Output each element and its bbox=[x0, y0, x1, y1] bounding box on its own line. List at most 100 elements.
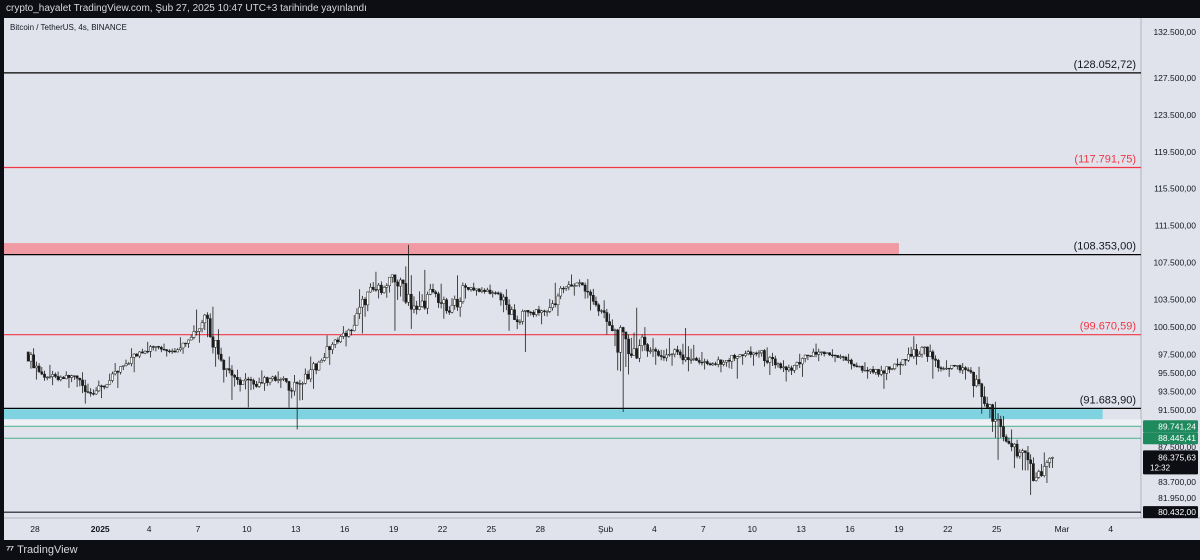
candle-body bbox=[999, 419, 1003, 427]
candle-body bbox=[735, 356, 739, 359]
candle-body bbox=[879, 370, 883, 375]
candle-body bbox=[591, 295, 595, 302]
candle-body bbox=[132, 353, 136, 358]
zones-layer bbox=[4, 243, 1141, 427]
candle-body bbox=[570, 284, 573, 287]
time-tick-label: 22 bbox=[943, 524, 953, 534]
level-label-2: (108.353,00) bbox=[1074, 241, 1136, 253]
time-tick-label: 7 bbox=[196, 524, 201, 534]
candle-body bbox=[206, 314, 209, 319]
candle-body bbox=[485, 289, 489, 292]
time-tick-label: 13 bbox=[796, 524, 806, 534]
candle-body bbox=[92, 393, 95, 395]
plot-area[interactable] bbox=[4, 18, 1141, 518]
candle-body bbox=[722, 361, 726, 365]
candle-body bbox=[456, 298, 459, 308]
candle-body bbox=[295, 382, 299, 384]
candle-body bbox=[374, 289, 378, 291]
level-label-4: (91.683,90) bbox=[1080, 394, 1136, 406]
footer-bar: ⁷⁷ TradingView bbox=[0, 540, 1200, 560]
candle-body bbox=[200, 322, 204, 330]
symbol-title: Bitcoin / TetherUS, 4s, BINANCE bbox=[10, 23, 127, 32]
candle-body bbox=[869, 369, 872, 372]
candle-body bbox=[559, 288, 563, 297]
candle-body bbox=[78, 377, 82, 381]
candle-body bbox=[958, 365, 962, 371]
price-tick-label: 81.950,00 bbox=[1158, 493, 1196, 503]
candle-body bbox=[1021, 450, 1024, 453]
candle-body bbox=[475, 288, 478, 291]
time-tick-label: 13 bbox=[291, 524, 301, 534]
price-chart[interactable]: (128.052,72) (117.791,75) (108.353,00) (99.… bbox=[0, 18, 1200, 540]
candle-body bbox=[151, 346, 155, 348]
candle-body bbox=[564, 286, 568, 289]
candle-body bbox=[184, 342, 188, 345]
candle-body bbox=[885, 366, 889, 374]
candle-body bbox=[393, 274, 397, 283]
candle-body bbox=[697, 360, 701, 363]
candle-body bbox=[404, 283, 408, 303]
candle-body bbox=[97, 385, 101, 392]
candle-body bbox=[1045, 462, 1049, 467]
candle-body bbox=[543, 310, 546, 312]
candle-body bbox=[760, 350, 764, 354]
price-tick-label: 100.500,00 bbox=[1153, 322, 1196, 332]
candle-body bbox=[423, 300, 427, 309]
time-axis[interactable] bbox=[4, 518, 1200, 540]
candle-body bbox=[377, 284, 381, 291]
price-tick-label: 83.700,00 bbox=[1158, 477, 1196, 487]
candle-body bbox=[43, 373, 46, 378]
time-tick-label: 10 bbox=[242, 524, 252, 534]
candle-body bbox=[37, 365, 41, 373]
candle-body bbox=[426, 294, 429, 309]
candle-body bbox=[1051, 457, 1054, 459]
time-tick-label: 16 bbox=[340, 524, 350, 534]
candle-body bbox=[157, 346, 160, 348]
candle-body bbox=[852, 363, 856, 367]
candle-body bbox=[545, 311, 549, 313]
candle-body bbox=[399, 279, 402, 287]
candle-body bbox=[260, 382, 264, 384]
candle-body bbox=[173, 350, 177, 353]
candle-body bbox=[385, 285, 389, 288]
time-tick-label: 19 bbox=[389, 524, 399, 534]
candle-body bbox=[1032, 463, 1035, 481]
candle-body bbox=[317, 361, 321, 371]
time-tick-label: 4 bbox=[147, 524, 152, 534]
candle-body bbox=[480, 289, 484, 292]
candle-body bbox=[159, 347, 163, 350]
time-tick-label: 25 bbox=[992, 524, 1002, 534]
candle-body bbox=[754, 352, 758, 355]
time-axis-labels: 28 2025 4 7 10 13 16 19 22 25 28 Şub 4 7 10 13 16 19 22 25 M… bbox=[30, 524, 1113, 534]
candle-body bbox=[418, 306, 421, 310]
candle-body bbox=[953, 364, 956, 367]
candle-body bbox=[904, 359, 908, 361]
candle-body bbox=[757, 352, 761, 355]
candle-body bbox=[950, 364, 954, 369]
candle-body bbox=[322, 357, 326, 361]
candle-body bbox=[695, 358, 698, 361]
candle-body bbox=[268, 378, 272, 383]
candle-body bbox=[648, 350, 652, 352]
candle-body bbox=[1007, 441, 1011, 444]
candle-body bbox=[284, 378, 288, 382]
candle-body bbox=[844, 357, 848, 361]
candle-body bbox=[83, 385, 87, 392]
candle-body bbox=[238, 379, 242, 385]
candle-body bbox=[820, 351, 823, 353]
candle-body bbox=[923, 346, 927, 348]
candle-body bbox=[361, 298, 364, 308]
candle-body bbox=[670, 353, 674, 356]
tradingview-logo-icon: ⁷⁷ bbox=[6, 544, 14, 556]
price-tick-label: 103.500,00 bbox=[1153, 294, 1196, 304]
tradingview-logo[interactable]: ⁷⁷ TradingView bbox=[6, 543, 78, 557]
candle-body bbox=[920, 347, 924, 355]
candle-body bbox=[678, 351, 682, 356]
candle-body bbox=[850, 359, 853, 365]
price-tick-label: 87.500,00 bbox=[1158, 442, 1196, 452]
candle-body bbox=[293, 382, 296, 392]
candle-body bbox=[252, 380, 256, 385]
level-label-1: (117.791,75) bbox=[1074, 154, 1136, 166]
candle-body bbox=[504, 296, 508, 305]
candle-body bbox=[388, 276, 391, 286]
